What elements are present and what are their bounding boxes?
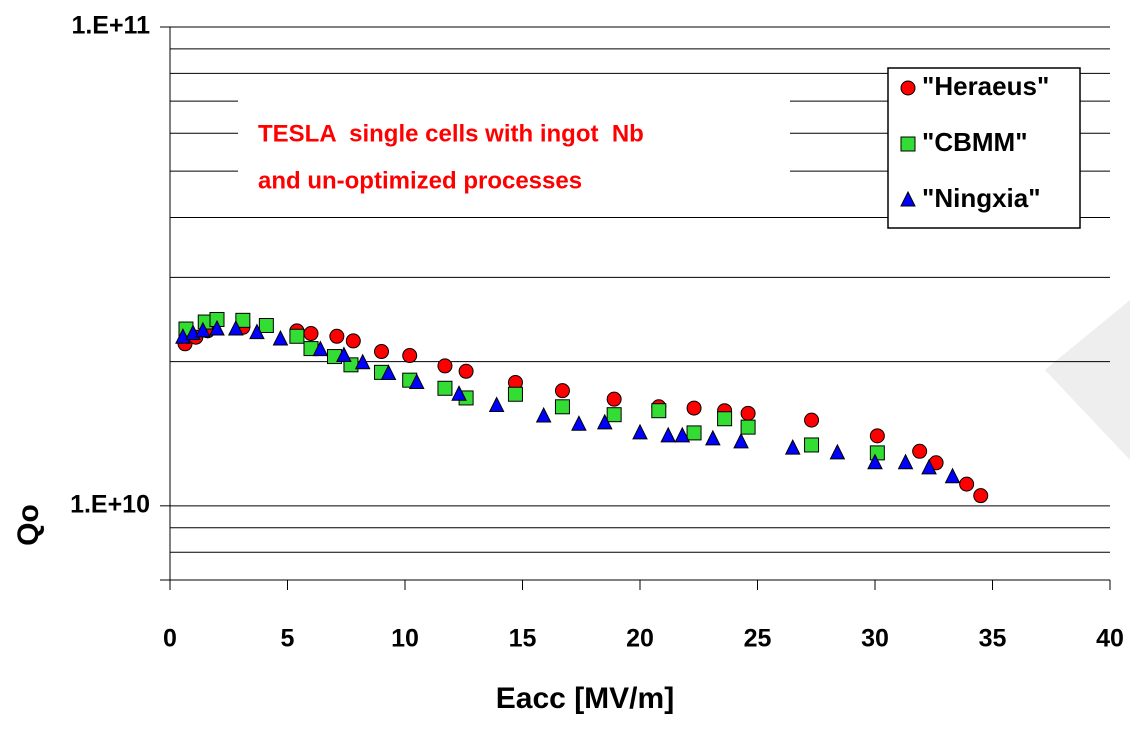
data-point bbox=[354, 353, 371, 370]
legend-marker bbox=[900, 80, 916, 96]
data-point bbox=[507, 386, 523, 402]
data-point bbox=[944, 467, 961, 484]
data-point bbox=[458, 363, 474, 379]
data-point bbox=[717, 411, 733, 427]
data-point bbox=[632, 423, 648, 440]
data-point bbox=[705, 429, 721, 446]
data-point bbox=[804, 412, 820, 428]
data-point bbox=[345, 333, 361, 349]
x-tick-label: 30 bbox=[861, 625, 889, 653]
data-point bbox=[867, 453, 883, 470]
data-point bbox=[535, 406, 552, 423]
legend-label: "Ningxia" bbox=[922, 183, 1041, 213]
data-point bbox=[437, 358, 453, 374]
data-point bbox=[488, 396, 505, 413]
data-point bbox=[869, 445, 885, 461]
data-point bbox=[686, 400, 702, 416]
x-tick-label: 0 bbox=[163, 625, 177, 653]
data-point bbox=[554, 383, 570, 399]
x-tick-label: 20 bbox=[626, 625, 654, 653]
data-point bbox=[303, 326, 319, 342]
legend-marker bbox=[900, 136, 916, 152]
data-point bbox=[686, 425, 702, 441]
data-point bbox=[227, 319, 244, 336]
data-point bbox=[596, 413, 613, 430]
data-point bbox=[272, 329, 289, 346]
data-point bbox=[451, 385, 467, 401]
x-axis-label: Eacc [MV/m] bbox=[496, 682, 674, 715]
x-tick-label: 10 bbox=[391, 625, 419, 653]
data-point bbox=[740, 405, 756, 421]
data-point bbox=[651, 403, 667, 419]
data-point bbox=[195, 321, 211, 338]
data-point bbox=[973, 488, 989, 504]
data-point bbox=[897, 453, 914, 470]
data-point bbox=[402, 348, 418, 364]
x-tick-label: 25 bbox=[744, 625, 772, 653]
data-point bbox=[571, 415, 587, 431]
data-point bbox=[336, 346, 352, 363]
data-point bbox=[804, 437, 820, 453]
x-tick-label: 5 bbox=[281, 625, 295, 653]
data-point bbox=[869, 428, 885, 444]
y-tick-label: 1.E+11 bbox=[71, 12, 150, 40]
data-point bbox=[784, 438, 801, 455]
data-point bbox=[740, 419, 756, 435]
data-point bbox=[312, 340, 329, 357]
x-tick-label: 15 bbox=[509, 625, 537, 653]
annotation: and un-optimized processes bbox=[258, 167, 582, 194]
data-point bbox=[554, 399, 570, 415]
data-point bbox=[674, 426, 691, 443]
data-point bbox=[249, 323, 265, 340]
data-point bbox=[258, 318, 274, 334]
annotation-background bbox=[238, 100, 790, 212]
x-tick-label: 40 bbox=[1096, 625, 1124, 653]
legend-box bbox=[887, 67, 1081, 229]
legend-marker bbox=[900, 190, 916, 207]
data-point bbox=[289, 328, 305, 344]
data-point bbox=[733, 432, 749, 449]
legend-label: "Heraeus" bbox=[922, 71, 1049, 101]
data-point bbox=[660, 426, 677, 443]
annotation: TESLA single cells with ingot Nb bbox=[258, 120, 644, 147]
data-point bbox=[912, 443, 928, 459]
data-point bbox=[209, 319, 225, 336]
legend-label: "CBMM" bbox=[922, 127, 1028, 157]
data-point bbox=[606, 391, 622, 407]
data-point bbox=[437, 380, 453, 396]
background-decoration bbox=[1045, 300, 1130, 460]
data-point bbox=[829, 443, 846, 460]
data-point bbox=[329, 328, 345, 344]
data-point bbox=[408, 373, 425, 389]
data-point bbox=[921, 458, 937, 475]
data-point bbox=[959, 476, 975, 492]
y-tick-label: 1.E+10 bbox=[70, 490, 150, 518]
data-point bbox=[374, 344, 389, 360]
data-point bbox=[380, 364, 397, 380]
y-axis-label: Qo bbox=[12, 504, 45, 546]
data-point bbox=[606, 407, 622, 423]
x-tick-label: 35 bbox=[979, 625, 1007, 653]
